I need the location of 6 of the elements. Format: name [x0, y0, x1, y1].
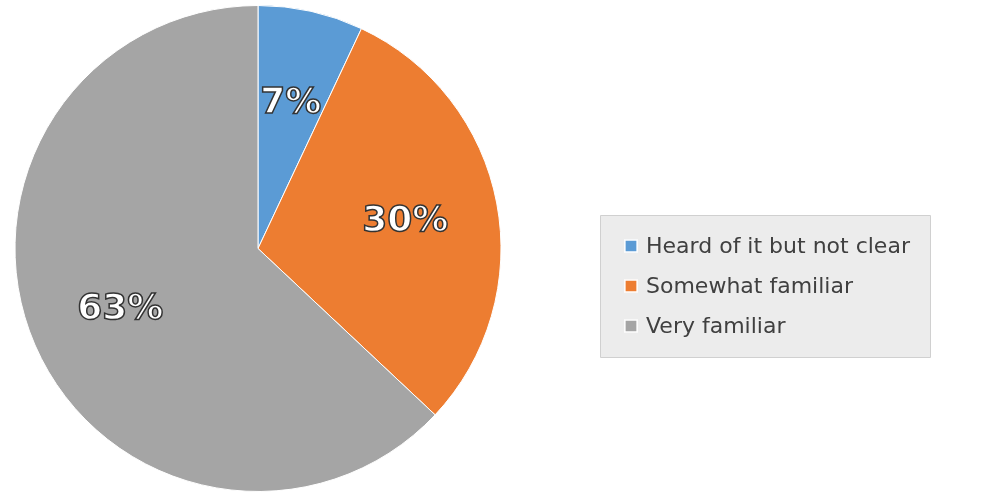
legend-label: Somewhat familiar [646, 273, 854, 298]
data-label: 7% [260, 80, 322, 122]
legend-label: Heard of it but not clear [646, 233, 911, 258]
data-label: 30% [362, 198, 449, 240]
data-label: 63% [77, 286, 164, 328]
legend-label: Very familiar [646, 313, 787, 338]
